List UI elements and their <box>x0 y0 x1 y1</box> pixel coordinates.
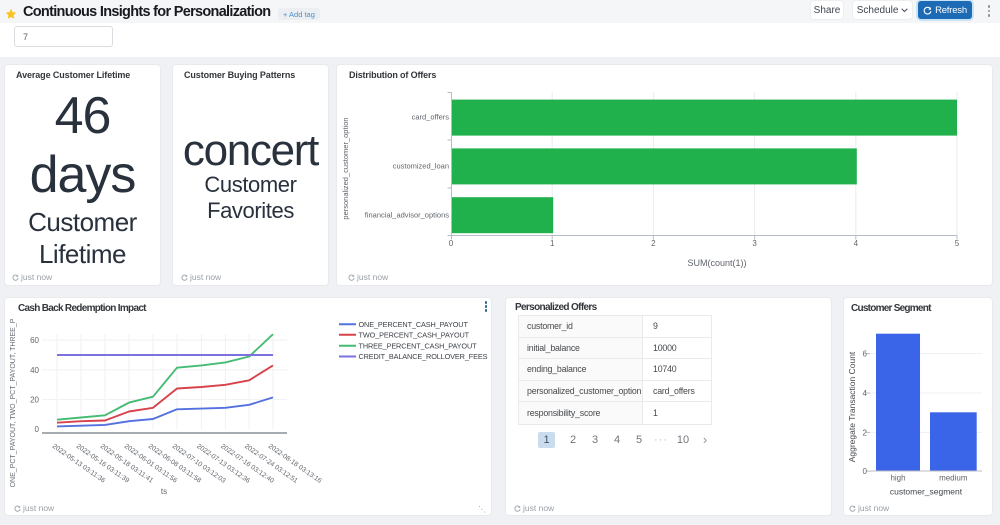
svg-text:40: 40 <box>30 366 39 375</box>
svg-text:60: 60 <box>30 336 39 345</box>
svg-text:2: 2 <box>863 428 868 437</box>
svg-text:ONE_PCT_PAYOUT, TWO_PCT_PAYOUT: ONE_PCT_PAYOUT, TWO_PCT_PAYOUT, THREE_P <box>10 318 17 487</box>
svg-text:SUM(count(1)): SUM(count(1)) <box>687 258 746 268</box>
svg-text:ONE_PERCENT_CASH_PAYOUT: ONE_PERCENT_CASH_PAYOUT <box>359 320 469 329</box>
svg-text:2: 2 <box>651 239 656 248</box>
svg-text:4: 4 <box>863 389 868 398</box>
svg-text:5: 5 <box>955 239 960 248</box>
svg-text:0: 0 <box>449 239 454 248</box>
svg-text:CREDIT_BALANCE_ROLLOVER_FEES: CREDIT_BALANCE_ROLLOVER_FEES <box>359 352 488 361</box>
svg-text:ts: ts <box>161 487 167 496</box>
svg-text:3: 3 <box>752 239 757 248</box>
svg-text:customized_loan: customized_loan <box>393 162 449 171</box>
svg-text:20: 20 <box>30 396 39 405</box>
svg-text:TWO_PERCENT_CASH_PAYOUT: TWO_PERCENT_CASH_PAYOUT <box>359 331 470 340</box>
svg-text:high: high <box>890 474 905 483</box>
svg-text:THREE_PERCENT_CASH_PAYOUT: THREE_PERCENT_CASH_PAYOUT <box>359 341 478 350</box>
svg-text:0: 0 <box>35 425 40 434</box>
svg-text:medium: medium <box>939 474 968 483</box>
svg-text:6: 6 <box>863 350 868 359</box>
svg-text:1: 1 <box>550 239 555 248</box>
svg-text:financial_advisor_options: financial_advisor_options <box>365 211 449 220</box>
svg-text:card_offers: card_offers <box>412 113 450 122</box>
svg-text:Aggregate Transaction Count: Aggregate Transaction Count <box>847 351 857 462</box>
svg-text:customer_segment: customer_segment <box>890 487 963 497</box>
svg-text:0: 0 <box>863 467 868 476</box>
svg-text:4: 4 <box>854 239 859 248</box>
svg-text:personalized_customer_option: personalized_customer_option <box>341 117 350 219</box>
